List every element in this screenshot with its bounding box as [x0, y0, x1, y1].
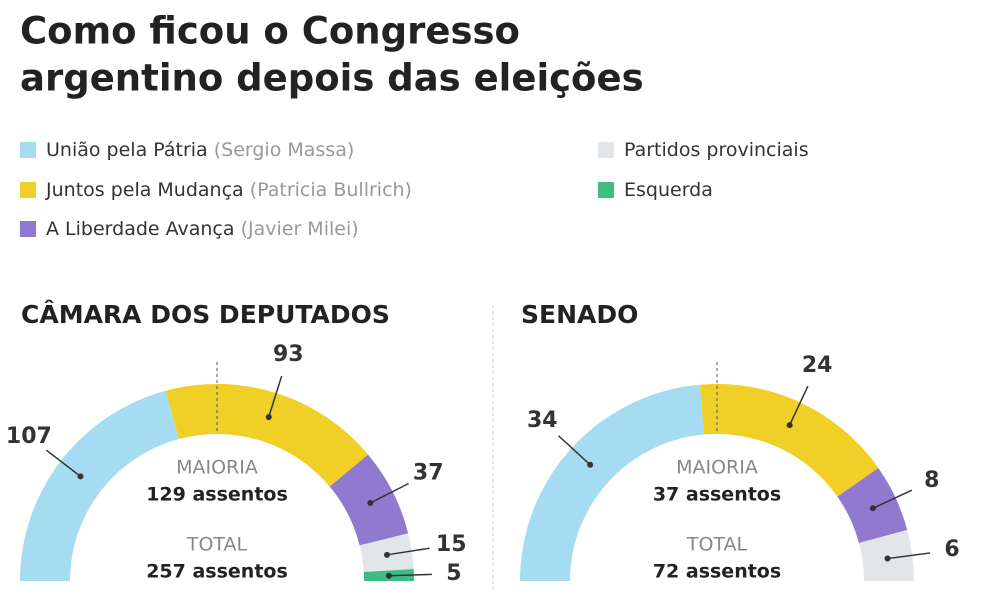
value-label: 93	[273, 342, 304, 367]
leader-line	[45, 449, 81, 477]
total-text: 257 assentos	[146, 561, 288, 583]
leader-line	[388, 573, 432, 577]
leader-dot	[385, 572, 392, 579]
total-label: TOTAL	[186, 534, 248, 556]
leader-line	[789, 385, 809, 426]
leader-line	[557, 435, 591, 466]
legend-swatch	[598, 142, 614, 158]
value-label: 107	[6, 424, 52, 449]
leader-line	[887, 552, 931, 560]
leader-dot	[587, 461, 594, 468]
legend-entry: Juntos pela Mudança (Patricia Bullrich)	[45, 179, 412, 201]
legend-name: Esquerda	[624, 179, 713, 201]
leader-dot	[367, 500, 374, 507]
leader-dot	[265, 413, 272, 420]
chart-title: SENADO	[521, 300, 638, 329]
leader-line	[369, 482, 409, 504]
legend-name: União pela Pátria	[46, 139, 208, 161]
value-label: 5	[446, 561, 461, 586]
value-label: 37	[413, 461, 444, 486]
seat-segment	[20, 390, 179, 581]
leader-line	[872, 489, 913, 509]
seat-segment	[858, 530, 914, 581]
legend-candidate: (Sergio Massa)	[214, 139, 355, 161]
leader-line	[386, 547, 430, 556]
majority-label: MAIORIA	[176, 457, 258, 479]
value-label: 24	[802, 353, 833, 378]
title-line: argentino depois das eleições	[20, 57, 644, 100]
leader-dot	[884, 555, 891, 562]
value-label: 15	[436, 532, 467, 557]
legend-candidate: (Patricia Bullrich)	[250, 179, 412, 201]
legend-swatch	[20, 182, 36, 198]
majority-text: 37 assentos	[653, 484, 781, 506]
leader-dot	[77, 473, 84, 480]
majority-label: MAIORIA	[676, 457, 758, 479]
legend-name: Juntos pela Mudança	[45, 179, 244, 201]
leader-dot	[869, 505, 876, 512]
legend-entry: União pela Pátria (Sergio Massa)	[46, 139, 354, 161]
seat-segment	[520, 384, 705, 581]
legend-name: A Liberdade Avança	[46, 218, 235, 240]
total-text: 72 assentos	[653, 561, 781, 583]
chart-title: CÂMARA DOS DEPUTADOS	[21, 300, 390, 329]
legend-swatch	[598, 182, 614, 198]
seat-segment	[165, 384, 369, 487]
total-label: TOTAL	[686, 534, 748, 556]
legend-swatch	[20, 142, 36, 158]
seat-segment	[329, 454, 409, 546]
leader-dot	[383, 551, 390, 558]
legend-name: Partidos provinciais	[624, 139, 809, 161]
leader-dot	[786, 422, 793, 429]
legend-entry: Partidos provinciais	[624, 139, 809, 161]
value-label: 6	[944, 537, 959, 562]
value-label: 34	[527, 408, 558, 433]
legend-swatch	[20, 221, 36, 237]
legend-candidate: (Javier Milei)	[241, 218, 359, 240]
seat-segment	[699, 384, 879, 497]
value-label: 8	[924, 468, 939, 493]
legend-entry: A Liberdade Avança (Javier Milei)	[46, 218, 359, 240]
majority-text: 129 assentos	[146, 484, 288, 506]
leader-line	[268, 375, 283, 418]
title-line: Como ficou o Congresso	[20, 10, 520, 53]
legend-entry: Esquerda	[624, 179, 713, 201]
